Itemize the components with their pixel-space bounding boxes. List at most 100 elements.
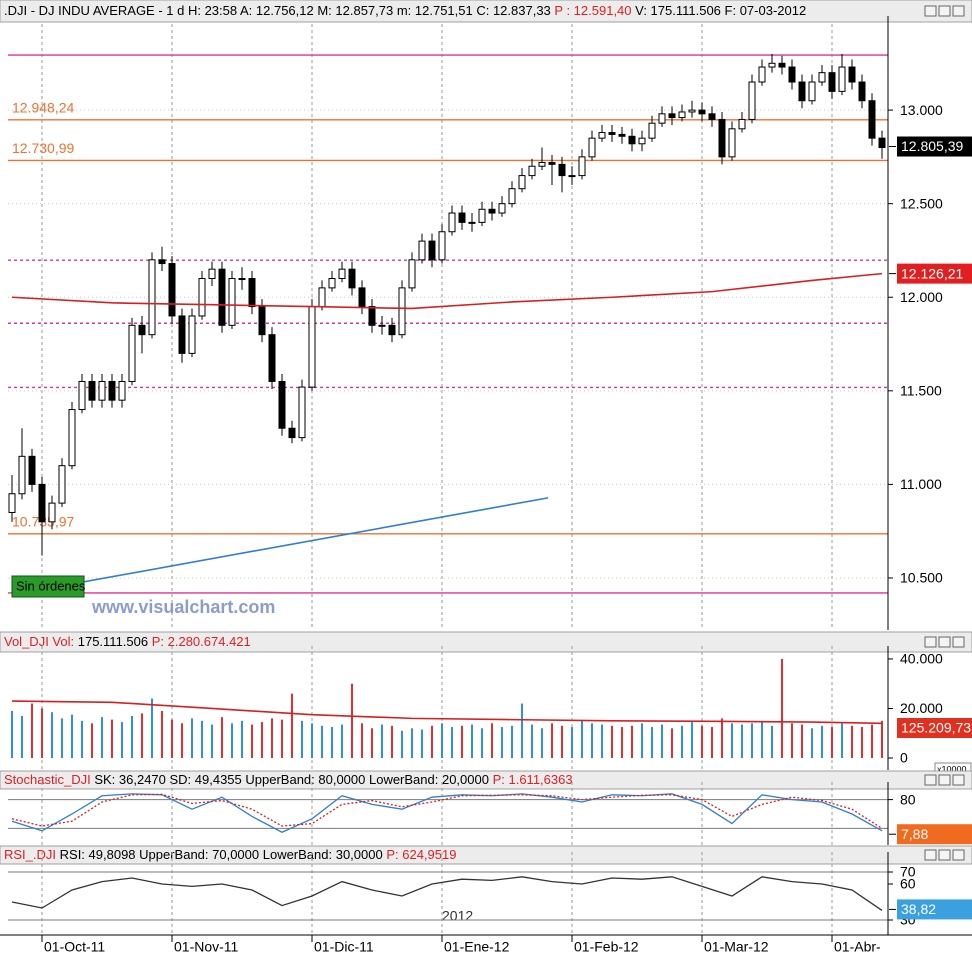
indicator-value-label: 38,82 — [901, 901, 936, 917]
volume-bar — [151, 698, 153, 758]
window-button[interactable] — [952, 774, 965, 786]
volume-bar — [801, 724, 803, 758]
window-button[interactable] — [924, 849, 937, 861]
volume-bar — [321, 725, 323, 758]
candle-body — [148, 259, 156, 336]
candle-body — [538, 161, 546, 167]
candle-body — [368, 306, 376, 326]
volume-bar — [291, 693, 293, 758]
volume-bar — [81, 720, 83, 758]
candle-body — [568, 175, 576, 178]
volume-bar — [121, 722, 123, 758]
candle-body — [298, 386, 306, 439]
volume-bar — [481, 728, 483, 758]
x-tick-label: 01-Feb-12 — [574, 939, 639, 955]
volume-bar — [271, 718, 273, 758]
candle-body — [638, 137, 646, 145]
title-part: RSI_.DJI — [4, 847, 56, 862]
y-tick-label: 60 — [900, 876, 916, 892]
volume-bar — [881, 720, 883, 758]
volume-bar — [841, 723, 843, 758]
candle-body — [788, 66, 796, 83]
volume-bar — [171, 719, 173, 758]
candle-body — [18, 455, 26, 495]
candle-body — [548, 161, 556, 165]
y-tick-label: 10.500 — [900, 570, 943, 586]
volume-bar — [11, 710, 13, 758]
volume-bar — [51, 712, 53, 758]
window-button[interactable] — [952, 636, 965, 648]
volume-bar — [811, 728, 813, 758]
window-button[interactable] — [952, 849, 965, 861]
volume-bar — [671, 728, 673, 758]
volume-bar — [381, 724, 383, 758]
volume-bar — [691, 722, 693, 758]
volume-bar — [851, 725, 853, 758]
volume-bar — [221, 717, 223, 758]
candle-body — [138, 324, 146, 336]
x-tick-label: 01-Mar-12 — [704, 939, 769, 955]
candle-body — [588, 137, 596, 158]
window-button[interactable] — [938, 636, 951, 648]
candle-body — [88, 380, 96, 401]
y-tick-label: 12.000 — [900, 289, 943, 305]
candle-body — [718, 118, 726, 158]
candle-body — [518, 175, 526, 190]
indicator-value-label-box — [897, 824, 972, 845]
window-button[interactable] — [938, 849, 951, 861]
candle-body — [668, 113, 676, 119]
candle-body — [48, 502, 56, 523]
window-button[interactable] — [938, 5, 951, 17]
volume-bar — [741, 724, 743, 758]
candle-body — [78, 380, 86, 411]
x-tick-label: 01-Dic-11 — [314, 939, 374, 955]
candle-body — [728, 128, 736, 158]
candle-body — [598, 132, 606, 139]
panel-title: Stochastic_DJI SK: 36,2470 SD: 49,4355 U… — [4, 772, 573, 787]
volume-bar — [141, 713, 143, 758]
volume-bar — [541, 728, 543, 758]
candle-body — [418, 240, 426, 261]
volume-bar — [21, 715, 23, 758]
window-button[interactable] — [952, 5, 965, 17]
candle-body — [248, 278, 256, 308]
candle-body — [38, 483, 46, 523]
volume-bar — [781, 658, 783, 758]
x-tick-label: 01-Abr- — [834, 939, 881, 955]
window-button[interactable] — [924, 636, 937, 648]
title-part: P: 624,9519 — [386, 847, 456, 862]
candle-body — [398, 287, 406, 336]
volume-bar — [461, 725, 463, 758]
candle-body — [608, 132, 616, 135]
volume-bar — [411, 728, 413, 758]
volume-bar — [721, 718, 723, 758]
volume-bar — [501, 727, 503, 758]
window-button[interactable] — [924, 774, 937, 786]
volume-bar — [571, 727, 573, 758]
panel-header — [0, 0, 972, 23]
candle-body — [268, 334, 276, 382]
candle-body — [208, 268, 216, 280]
candle-body — [378, 324, 386, 327]
candle-body — [28, 455, 36, 485]
window-button[interactable] — [924, 5, 937, 17]
candle-body — [278, 380, 286, 429]
candle-body — [458, 212, 466, 223]
candle-body — [578, 156, 586, 177]
candle-body — [838, 66, 846, 92]
x-tick-label: 01-Oct-11 — [44, 939, 105, 955]
volume-bar — [361, 723, 363, 758]
volume-bar — [591, 723, 593, 758]
indicator-value-label: 7,88 — [901, 826, 928, 842]
ma-value-label: 12.126,21 — [901, 265, 963, 281]
x-tick-label: 01-Nov-11 — [174, 939, 239, 955]
y-tick-label: 0 — [900, 750, 908, 766]
volume-bar — [351, 683, 353, 758]
candle-body — [708, 113, 716, 120]
volume-bar — [641, 723, 643, 758]
candle-body — [558, 163, 566, 177]
window-button[interactable] — [938, 774, 951, 786]
indicator-line — [11, 793, 883, 829]
volume-bar — [711, 727, 713, 758]
